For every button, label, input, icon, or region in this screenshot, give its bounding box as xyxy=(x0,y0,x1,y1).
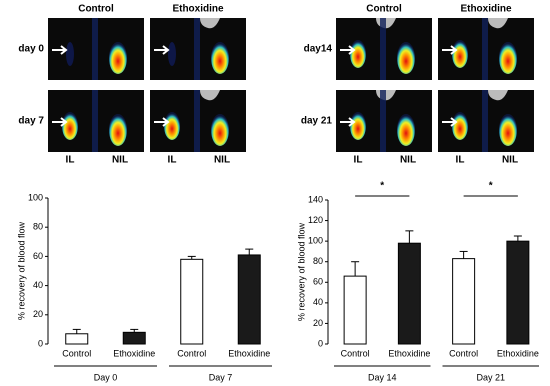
axis-label: NIL xyxy=(502,155,518,166)
arrow xyxy=(52,117,68,127)
midline xyxy=(92,90,98,152)
il-signal xyxy=(350,112,366,140)
y-tick-label: 60 xyxy=(33,251,43,261)
row-label: day 7 xyxy=(18,116,44,127)
arrow xyxy=(52,45,68,55)
group-label: Day 0 xyxy=(94,372,118,382)
il-signal xyxy=(168,42,176,66)
il-signal xyxy=(164,112,180,140)
x-tick-label: Ethoxidine xyxy=(113,348,155,358)
x-tick-label: Ethoxidine xyxy=(497,348,539,358)
midline xyxy=(194,90,200,152)
axis-label: IL xyxy=(66,155,75,166)
y-axis-label: % recovery of blood flow xyxy=(296,222,306,321)
axis-label: NIL xyxy=(214,155,230,166)
y-tick-label: 40 xyxy=(33,280,43,290)
midline xyxy=(482,90,488,152)
arrow xyxy=(340,45,356,55)
bar xyxy=(397,242,421,345)
bar xyxy=(122,331,146,345)
y-tick-label: 120 xyxy=(308,215,323,225)
y-tick-label: 0 xyxy=(38,338,43,348)
arrow xyxy=(442,45,458,55)
il-signal xyxy=(62,112,78,140)
y-tick-label: 80 xyxy=(33,222,43,232)
bar xyxy=(506,240,530,345)
midline xyxy=(92,18,98,80)
nil-signal xyxy=(397,114,415,146)
il-signal xyxy=(452,112,468,140)
y-tick-label: 100 xyxy=(28,192,43,202)
midline xyxy=(482,18,488,80)
midline xyxy=(194,18,200,80)
row-label: day 0 xyxy=(18,44,44,55)
gray-region xyxy=(190,90,220,101)
midline xyxy=(380,18,386,80)
nil-signal xyxy=(211,114,229,146)
gray-region xyxy=(478,90,508,101)
x-tick-label: Ethoxidine xyxy=(388,348,430,358)
significance-mark: * xyxy=(489,181,493,192)
row-label: day14 xyxy=(304,44,333,55)
x-tick-label: Control xyxy=(62,348,91,358)
y-tick-label: 100 xyxy=(308,236,323,246)
y-tick-label: 20 xyxy=(33,309,43,319)
nil-signal xyxy=(211,42,229,74)
x-tick-label: Control xyxy=(177,348,206,358)
arrow xyxy=(340,117,356,127)
axis-label: IL xyxy=(456,155,465,166)
bar xyxy=(65,333,89,345)
gray-region xyxy=(190,18,220,29)
bar xyxy=(237,254,261,345)
x-tick-label: Control xyxy=(341,348,370,358)
y-tick-label: 140 xyxy=(308,194,323,204)
midline xyxy=(380,90,386,152)
bar xyxy=(452,258,476,345)
y-tick-label: 40 xyxy=(313,297,323,307)
arrow xyxy=(154,45,170,55)
column-label: Control xyxy=(366,4,402,15)
nil-signal xyxy=(499,114,517,146)
significance-mark: * xyxy=(380,181,384,192)
arrow xyxy=(442,117,458,127)
bar xyxy=(180,258,204,345)
axis-label: IL xyxy=(354,155,363,166)
nil-signal xyxy=(397,42,415,74)
y-tick-label: 80 xyxy=(313,256,323,266)
nil-signal xyxy=(109,114,127,146)
column-label: Ethoxidine xyxy=(460,4,512,15)
nil-signal xyxy=(499,42,517,74)
il-signal xyxy=(452,40,468,68)
row-label: day 21 xyxy=(301,116,333,127)
column-label: Control xyxy=(78,4,114,15)
group-label: Day 21 xyxy=(476,372,505,382)
y-axis-label: % recovery of blood flow xyxy=(16,221,26,320)
arrow xyxy=(154,117,170,127)
y-tick-label: 0 xyxy=(318,338,323,348)
y-tick-label: 60 xyxy=(313,277,323,287)
axis-label: IL xyxy=(168,155,177,166)
x-tick-label: Control xyxy=(449,348,478,358)
il-signal xyxy=(350,40,366,68)
x-tick-label: Ethoxidine xyxy=(228,348,270,358)
group-label: Day 14 xyxy=(368,372,397,382)
il-signal xyxy=(66,42,74,66)
axis-label: NIL xyxy=(400,155,416,166)
column-label: Ethoxidine xyxy=(172,4,224,15)
axis-label: NIL xyxy=(112,155,128,166)
gray-region xyxy=(478,18,508,29)
group-label: Day 7 xyxy=(209,372,233,382)
bar xyxy=(343,275,367,345)
y-tick-label: 20 xyxy=(313,318,323,328)
nil-signal xyxy=(109,42,127,74)
